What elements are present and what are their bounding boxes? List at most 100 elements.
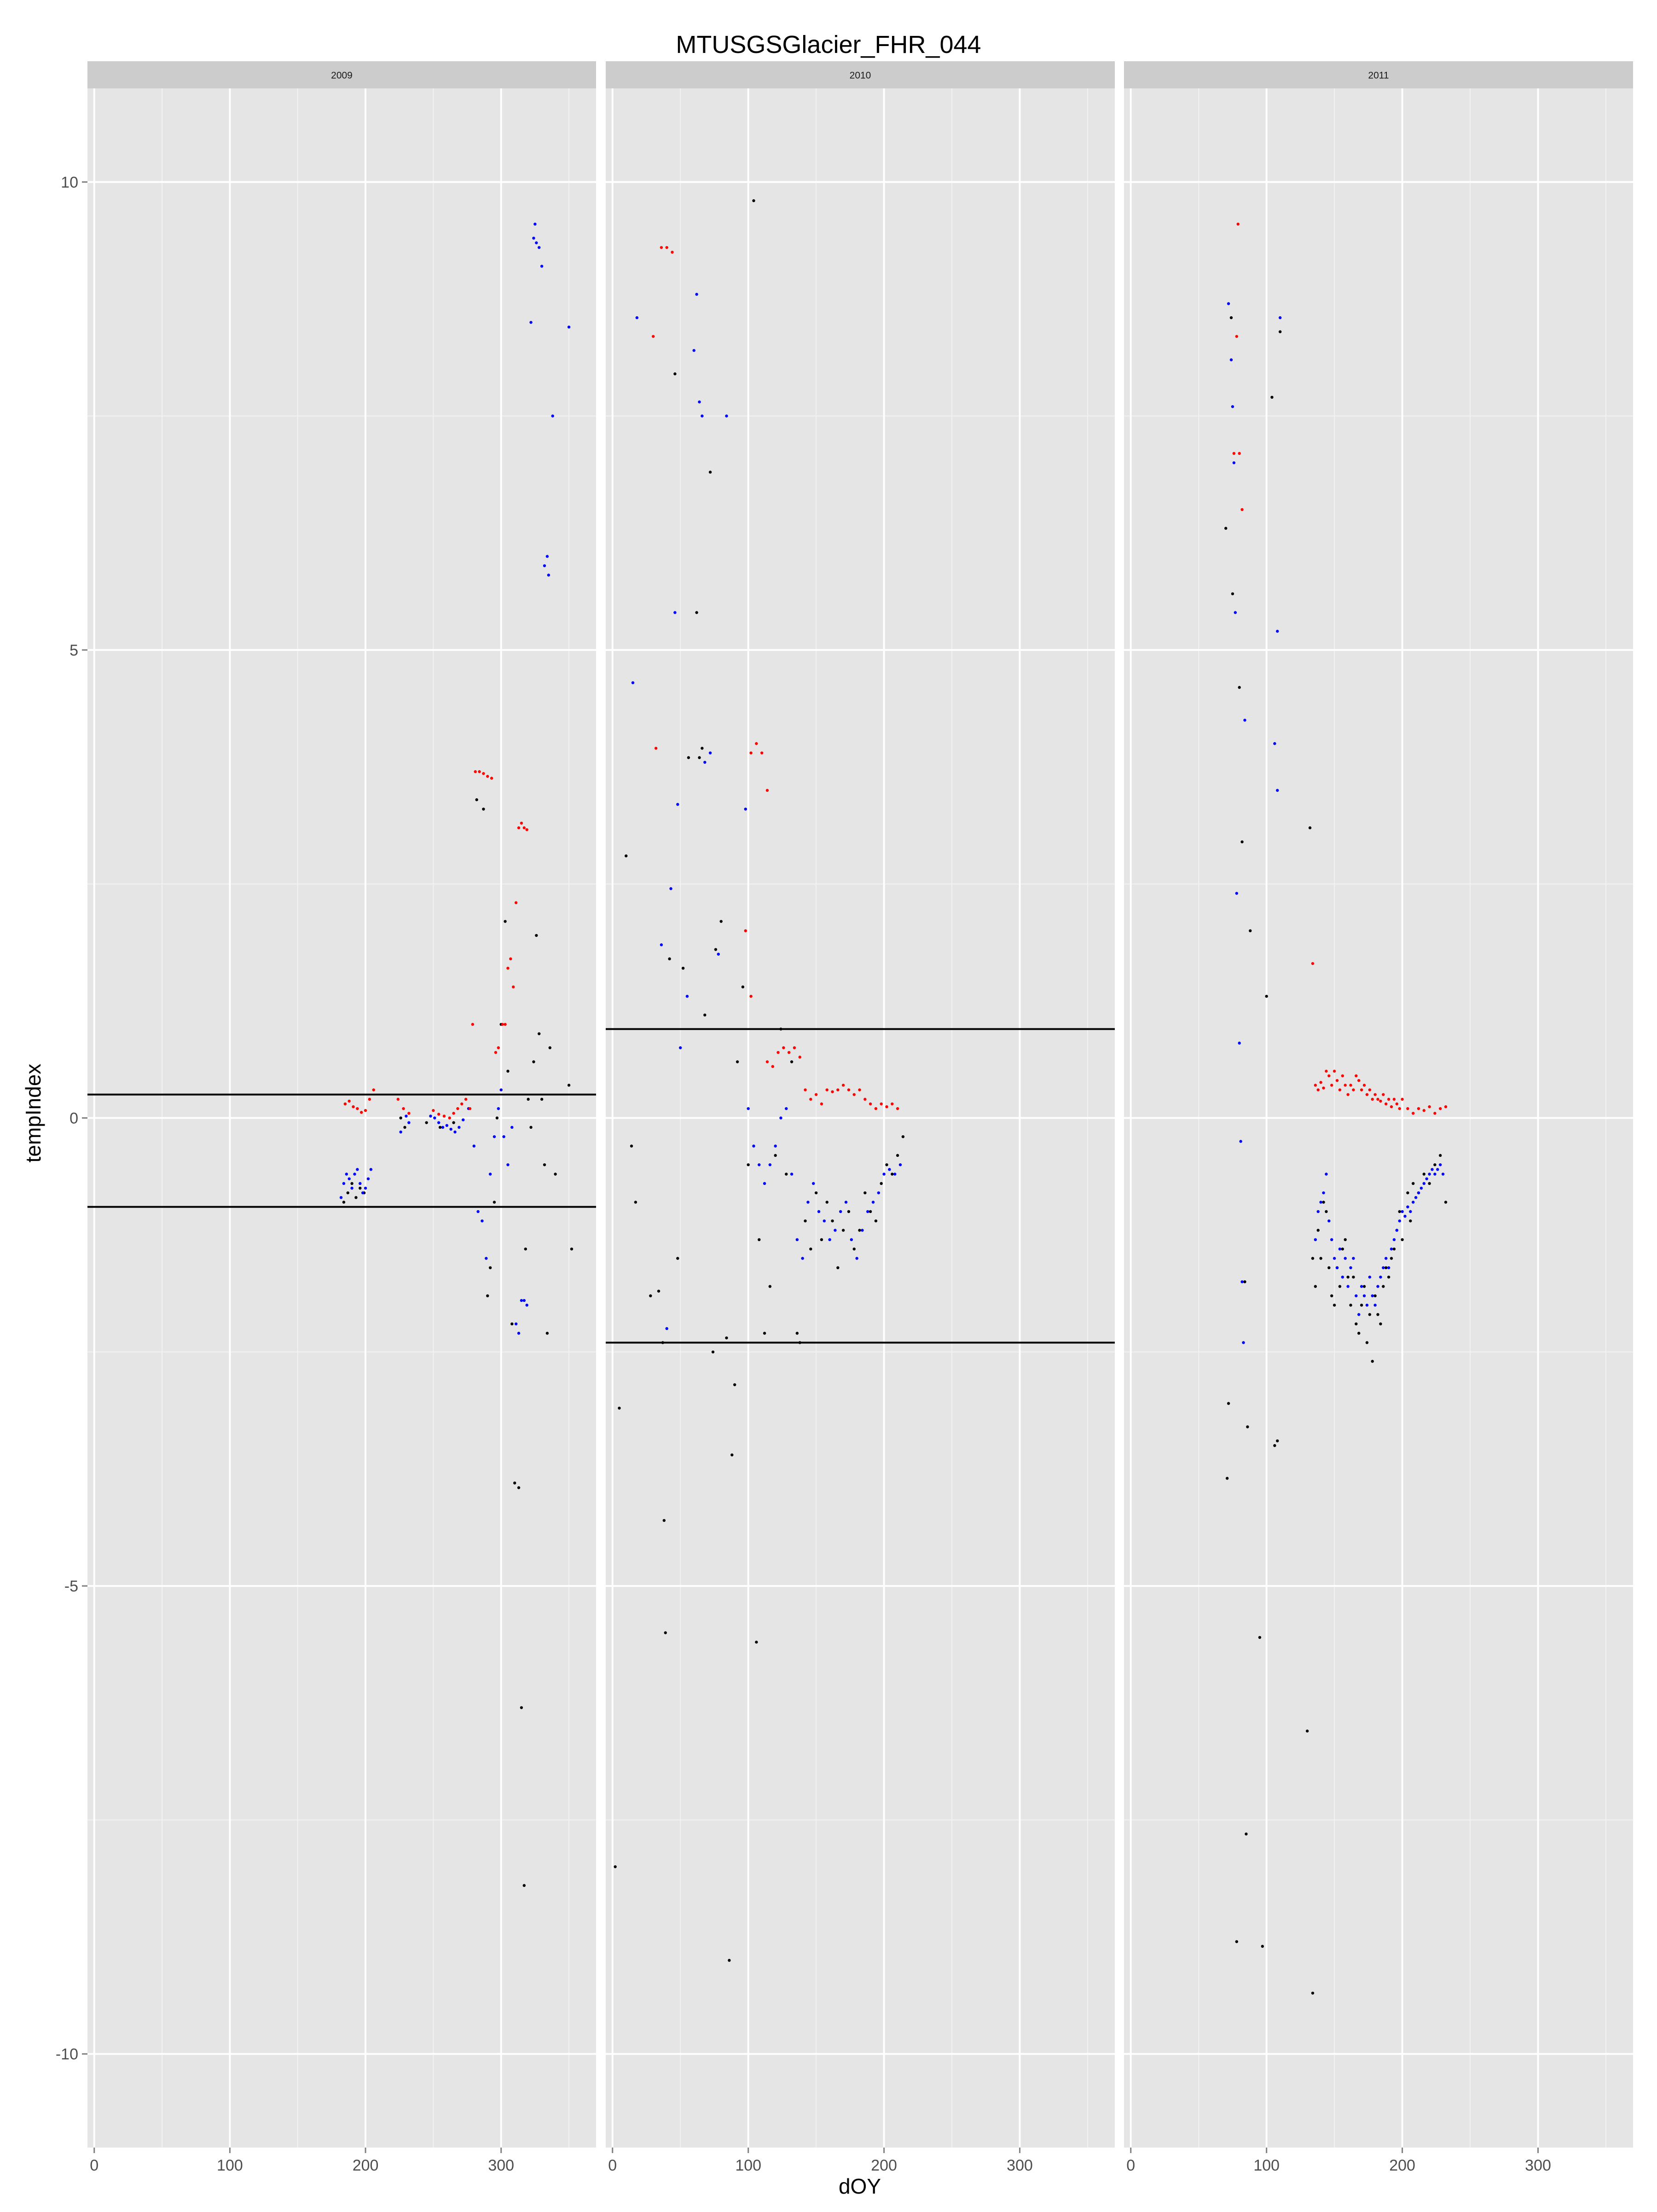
data-point-black: [1387, 1275, 1390, 1279]
data-point-black: [814, 1191, 818, 1195]
data-point-blue: [453, 1130, 457, 1134]
data-point-black: [359, 1186, 362, 1190]
data-point-red: [787, 1051, 791, 1054]
data-point-black: [687, 756, 690, 759]
x-tick-label: 100: [735, 2157, 761, 2174]
data-point-blue: [532, 237, 535, 240]
data-point-black: [774, 1154, 777, 1157]
data-point-blue: [758, 1163, 761, 1167]
data-point-red: [372, 1088, 375, 1091]
chart-title: MTUSGSGlacier_FHR_044: [676, 31, 981, 58]
data-point-black: [1276, 1439, 1279, 1443]
data-point-black: [1379, 1322, 1382, 1325]
data-point-blue: [812, 1182, 815, 1185]
data-point-red: [1316, 1088, 1320, 1091]
data-point-black: [527, 1097, 530, 1101]
data-point-black: [488, 1266, 492, 1270]
data-point-black: [517, 1486, 521, 1489]
data-point-red: [522, 826, 526, 830]
data-point-blue: [429, 1115, 432, 1118]
data-point-black: [548, 1046, 552, 1050]
data-point-red: [1376, 1097, 1379, 1101]
y-tick-label: 5: [70, 642, 78, 659]
data-point-blue: [747, 1107, 750, 1110]
data-point-blue: [844, 1201, 848, 1204]
data-point-black: [510, 1322, 514, 1325]
data-point-blue: [353, 1173, 356, 1176]
data-point-blue: [701, 414, 704, 418]
data-point-blue: [1425, 1177, 1428, 1180]
data-point-black: [825, 1201, 828, 1204]
data-point-black: [1385, 1266, 1388, 1270]
y-tick-label: 10: [61, 174, 78, 191]
data-point-blue: [1341, 1275, 1344, 1279]
data-point-blue: [458, 1126, 461, 1129]
data-point-black: [1398, 1210, 1401, 1213]
data-point-black: [719, 920, 723, 923]
data-point-black: [513, 1481, 516, 1485]
data-point-blue: [1319, 1201, 1322, 1204]
data-point-black: [350, 1182, 353, 1185]
data-point-blue: [806, 1201, 810, 1204]
data-point-blue: [795, 1238, 799, 1242]
data-point-blue: [839, 1210, 842, 1213]
data-point-blue: [348, 1177, 351, 1180]
data-point-blue: [790, 1173, 794, 1176]
data-point-red: [1352, 1088, 1355, 1091]
data-point-blue: [1419, 1186, 1423, 1190]
data-point-black: [730, 1453, 734, 1457]
data-point-red: [1232, 452, 1236, 455]
data-point-black: [847, 1210, 851, 1213]
data-point-blue: [488, 1173, 492, 1176]
data-point-blue: [1409, 1210, 1412, 1213]
data-point-black: [342, 1201, 346, 1204]
data-point-red: [1401, 1097, 1404, 1101]
data-point-red: [1385, 1102, 1388, 1106]
data-point-red: [874, 1107, 878, 1110]
data-point-black: [736, 1060, 739, 1063]
data-point-blue: [1325, 1173, 1328, 1176]
data-point-red: [836, 1088, 840, 1091]
data-point-blue: [685, 994, 689, 998]
data-point-red: [858, 1088, 861, 1091]
data-point-blue: [1387, 1266, 1390, 1270]
data-point-red: [1314, 1084, 1317, 1087]
data-point-black: [506, 1069, 510, 1073]
data-point-red: [448, 1116, 451, 1120]
data-point-blue: [882, 1173, 886, 1176]
data-point-red: [1438, 1107, 1442, 1110]
data-point-black: [1401, 1238, 1404, 1242]
data-point-blue: [679, 1046, 682, 1050]
data-point-blue: [545, 555, 549, 558]
data-point-red: [660, 246, 663, 249]
data-point-black: [1325, 1210, 1328, 1213]
data-point-blue: [1278, 316, 1282, 319]
data-point-black: [570, 1247, 574, 1251]
data-point-red: [1341, 1074, 1344, 1078]
data-point-red: [1319, 1081, 1322, 1084]
data-point-black: [852, 1247, 856, 1251]
x-tick-label: 300: [1525, 2157, 1551, 2174]
data-point-red: [1368, 1088, 1372, 1091]
data-point-black: [1357, 1331, 1361, 1335]
data-point-blue: [510, 1126, 514, 1129]
data-point-red: [671, 250, 674, 254]
data-point-black: [1371, 1359, 1374, 1363]
data-point-blue: [801, 1257, 804, 1260]
data-point-red: [654, 747, 658, 750]
data-point-red: [520, 821, 523, 825]
data-point-black: [869, 1210, 872, 1213]
data-point-black: [880, 1182, 883, 1185]
data-point-black: [1333, 1303, 1336, 1307]
data-point-black: [1346, 1275, 1350, 1279]
data-point-blue: [669, 887, 672, 890]
data-point-blue: [763, 1182, 766, 1185]
data-point-blue: [342, 1182, 346, 1185]
data-point-red: [525, 828, 528, 831]
data-point-red: [1390, 1105, 1393, 1109]
x-tick-label: 0: [1126, 2157, 1135, 2174]
data-point-blue: [1414, 1196, 1418, 1199]
data-point-blue: [399, 1130, 402, 1134]
data-point-black: [1311, 1991, 1315, 1995]
data-point-red: [793, 1046, 796, 1050]
